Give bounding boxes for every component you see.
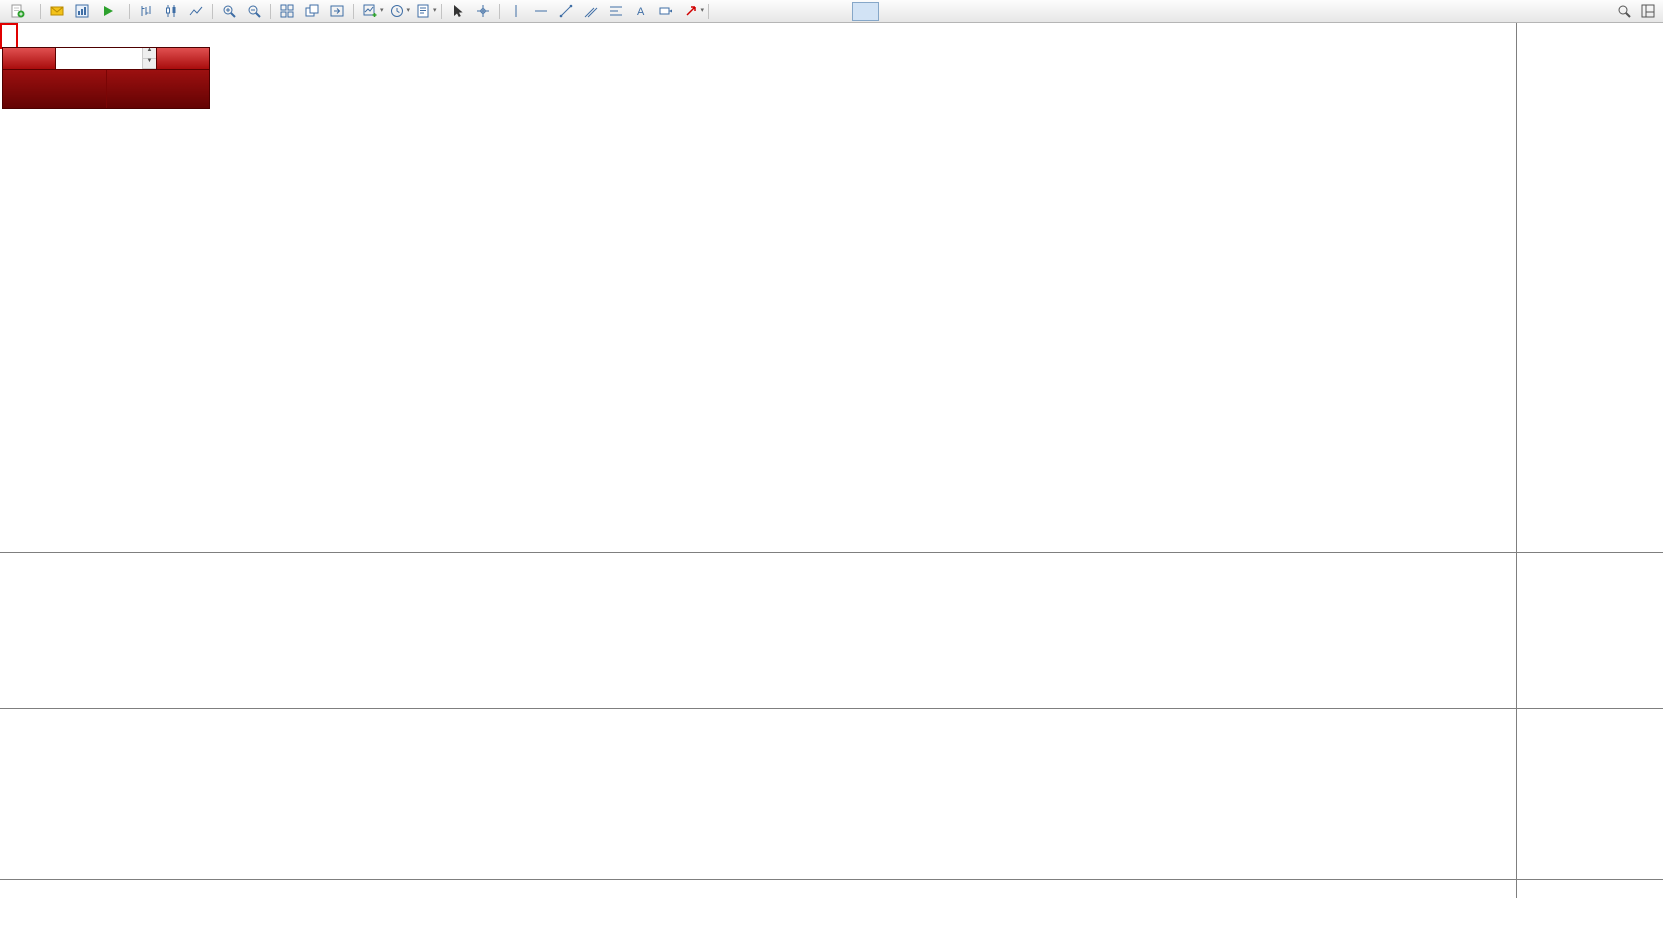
toolbar-separator: [708, 3, 710, 19]
candlestick-chart-icon[interactable]: [159, 1, 183, 21]
time-axis[interactable]: [0, 880, 1516, 898]
text-tool-icon[interactable]: A: [629, 1, 653, 21]
market-watch-icon[interactable]: [70, 1, 94, 21]
toolbar-separator: [212, 3, 213, 19]
rsi-row: [0, 709, 1663, 880]
alerts-mailbox-icon[interactable]: [45, 1, 69, 21]
price-callout-label: [0, 23, 18, 49]
horizontal-line-tool-icon[interactable]: [529, 1, 553, 21]
timeframe-h1[interactable]: [825, 2, 852, 21]
timeframe-group: [717, 1, 960, 21]
bar-chart-icon[interactable]: [134, 1, 158, 21]
buy-button[interactable]: [157, 48, 209, 69]
timeframe-m30[interactable]: [798, 2, 825, 21]
sell-price[interactable]: [3, 70, 106, 108]
channel-tool-icon[interactable]: [579, 1, 603, 21]
fibonacci-tool-icon[interactable]: [604, 1, 628, 21]
volume-box: ▲ ▼: [55, 47, 157, 69]
new-order-icon: [9, 1, 27, 21]
volume-input[interactable]: [56, 48, 142, 69]
layout-panels-icon[interactable]: [1636, 1, 1660, 21]
crosshair-icon[interactable]: [471, 1, 495, 21]
templates-icon[interactable]: [411, 1, 435, 21]
macd-row: [0, 553, 1663, 709]
periods-dropdown-caret[interactable]: ▾: [406, 7, 411, 14]
rsi-axis[interactable]: [1516, 709, 1663, 879]
autotrading-button[interactable]: [95, 1, 125, 21]
time-axis-corner: [1516, 880, 1663, 898]
timeframe-d1[interactable]: [879, 2, 906, 21]
chart-shift-icon[interactable]: [325, 1, 349, 21]
toolbar-separator: [353, 3, 354, 19]
main-chart-canvas[interactable]: ▲ ▼: [0, 23, 1516, 552]
cascade-windows-icon[interactable]: [300, 1, 324, 21]
toolbar-separator: [498, 3, 500, 19]
toolbar-separator: [40, 3, 41, 19]
label-tool-icon[interactable]: [654, 1, 678, 21]
volume-down-icon[interactable]: ▼: [143, 58, 156, 69]
rsi-plot: [0, 709, 1516, 878]
volume-spinner: ▲ ▼: [142, 47, 156, 69]
volume-up-icon[interactable]: ▲: [143, 47, 156, 59]
trendline-tool-icon[interactable]: [554, 1, 578, 21]
tile-windows-icon[interactable]: [275, 1, 299, 21]
rsi-panel[interactable]: [0, 709, 1516, 879]
zoom-out-icon[interactable]: [242, 1, 266, 21]
macd-axis[interactable]: [1516, 553, 1663, 708]
line-chart-icon[interactable]: [184, 1, 208, 21]
toolbar-separator: [440, 3, 442, 19]
timeframe-m5[interactable]: [744, 2, 771, 21]
new-chart-icon[interactable]: [358, 1, 382, 21]
vertical-line-tool-icon[interactable]: [504, 1, 528, 21]
candlestick-plot: [0, 23, 1516, 551]
toolbar-separator: [129, 3, 130, 19]
timeframe-m15[interactable]: [771, 2, 798, 21]
arrows-dropdown-caret[interactable]: ▾: [700, 7, 705, 14]
new-chart-dropdown-caret[interactable]: ▾: [380, 7, 384, 14]
price-axis[interactable]: [1516, 23, 1663, 552]
sell-button[interactable]: [3, 48, 55, 69]
macd-plot: [0, 553, 1516, 707]
templates-dropdown-caret[interactable]: ▾: [433, 7, 437, 14]
buy-price[interactable]: [105, 70, 210, 108]
main-chart-row: ▲ ▼: [0, 23, 1663, 553]
toolbar: ▾ ▾ ▾ A: [0, 0, 1663, 23]
timeframe-m1[interactable]: [717, 2, 744, 21]
cursor-icon[interactable]: [446, 1, 470, 21]
periods-clock-icon[interactable]: [385, 1, 409, 21]
new-order-button[interactable]: [3, 1, 36, 21]
timeframe-w1[interactable]: [906, 2, 933, 21]
time-axis-row: [0, 880, 1663, 898]
timeframe-mn[interactable]: [933, 2, 960, 21]
timeframe-h4[interactable]: [852, 1, 880, 21]
svg-text:A: A: [637, 6, 645, 18]
macd-panel[interactable]: [0, 553, 1516, 708]
bottom-space: [0, 898, 1663, 946]
zoom-in-icon[interactable]: [217, 1, 241, 21]
one-click-trading-widget: ▲ ▼: [2, 47, 210, 109]
search-icon[interactable]: [1612, 1, 1636, 21]
arrows-tool-icon[interactable]: [679, 1, 703, 21]
toolbar-separator: [270, 3, 271, 19]
toolbar-right-group: [1612, 1, 1660, 21]
autotrading-play-icon: [101, 1, 116, 21]
